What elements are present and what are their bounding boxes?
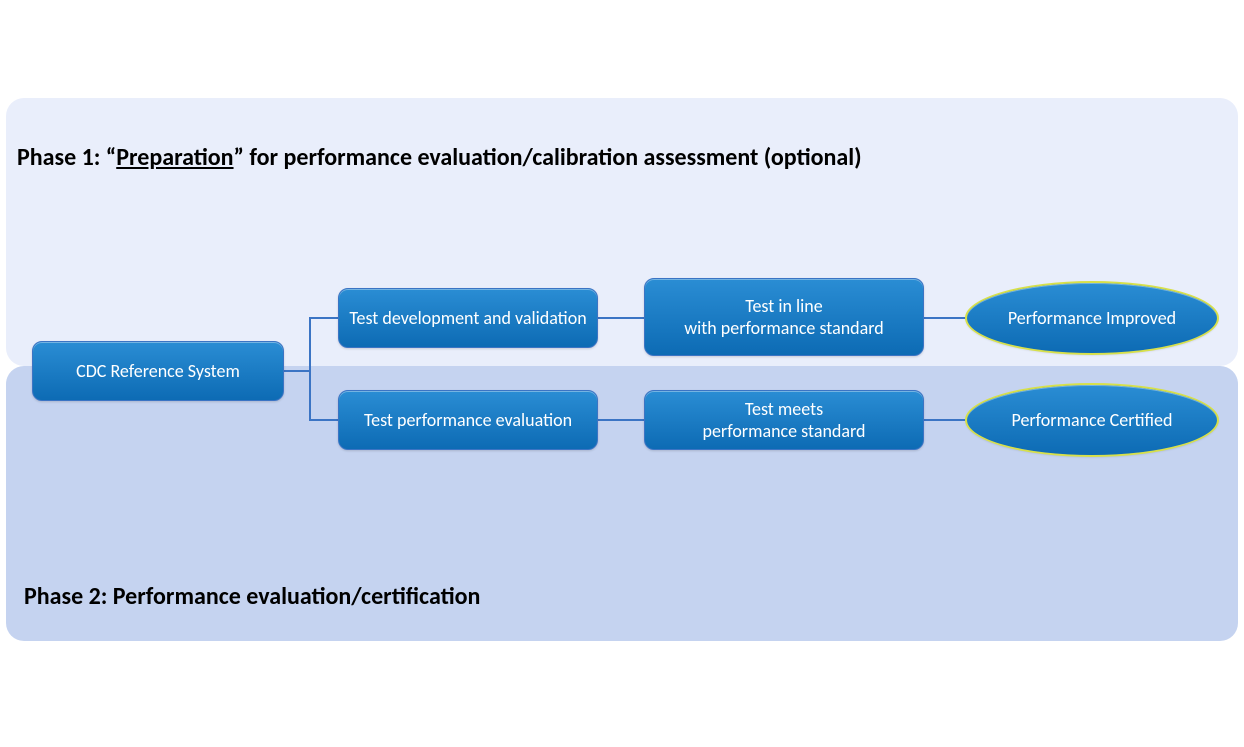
phase-1-title-prefix: Phase 1: “ bbox=[17, 143, 116, 172]
phase-1-title-suffix: ” for performance evaluation/calibration… bbox=[234, 143, 862, 172]
phase-1-title-underlined: Preparation bbox=[116, 143, 233, 172]
node-performance-certified: Performance Certified bbox=[966, 384, 1218, 456]
phase-1-title: Phase 1: “Preparation” for performance e… bbox=[17, 143, 862, 172]
node-cdc-reference-system: CDC Reference System bbox=[32, 341, 284, 401]
phase-2-title: Phase 2: Performance evaluation/certific… bbox=[24, 582, 480, 611]
node-test-meets-standard: Test meetsperformance standard bbox=[644, 390, 924, 450]
node-performance-improved: Performance Improved bbox=[966, 282, 1218, 354]
node-test-development: Test development and validation bbox=[338, 288, 598, 348]
node-test-in-line: Test in linewith performance standard bbox=[644, 278, 924, 356]
node-test-performance-evaluation: Test performance evaluation bbox=[338, 390, 598, 450]
